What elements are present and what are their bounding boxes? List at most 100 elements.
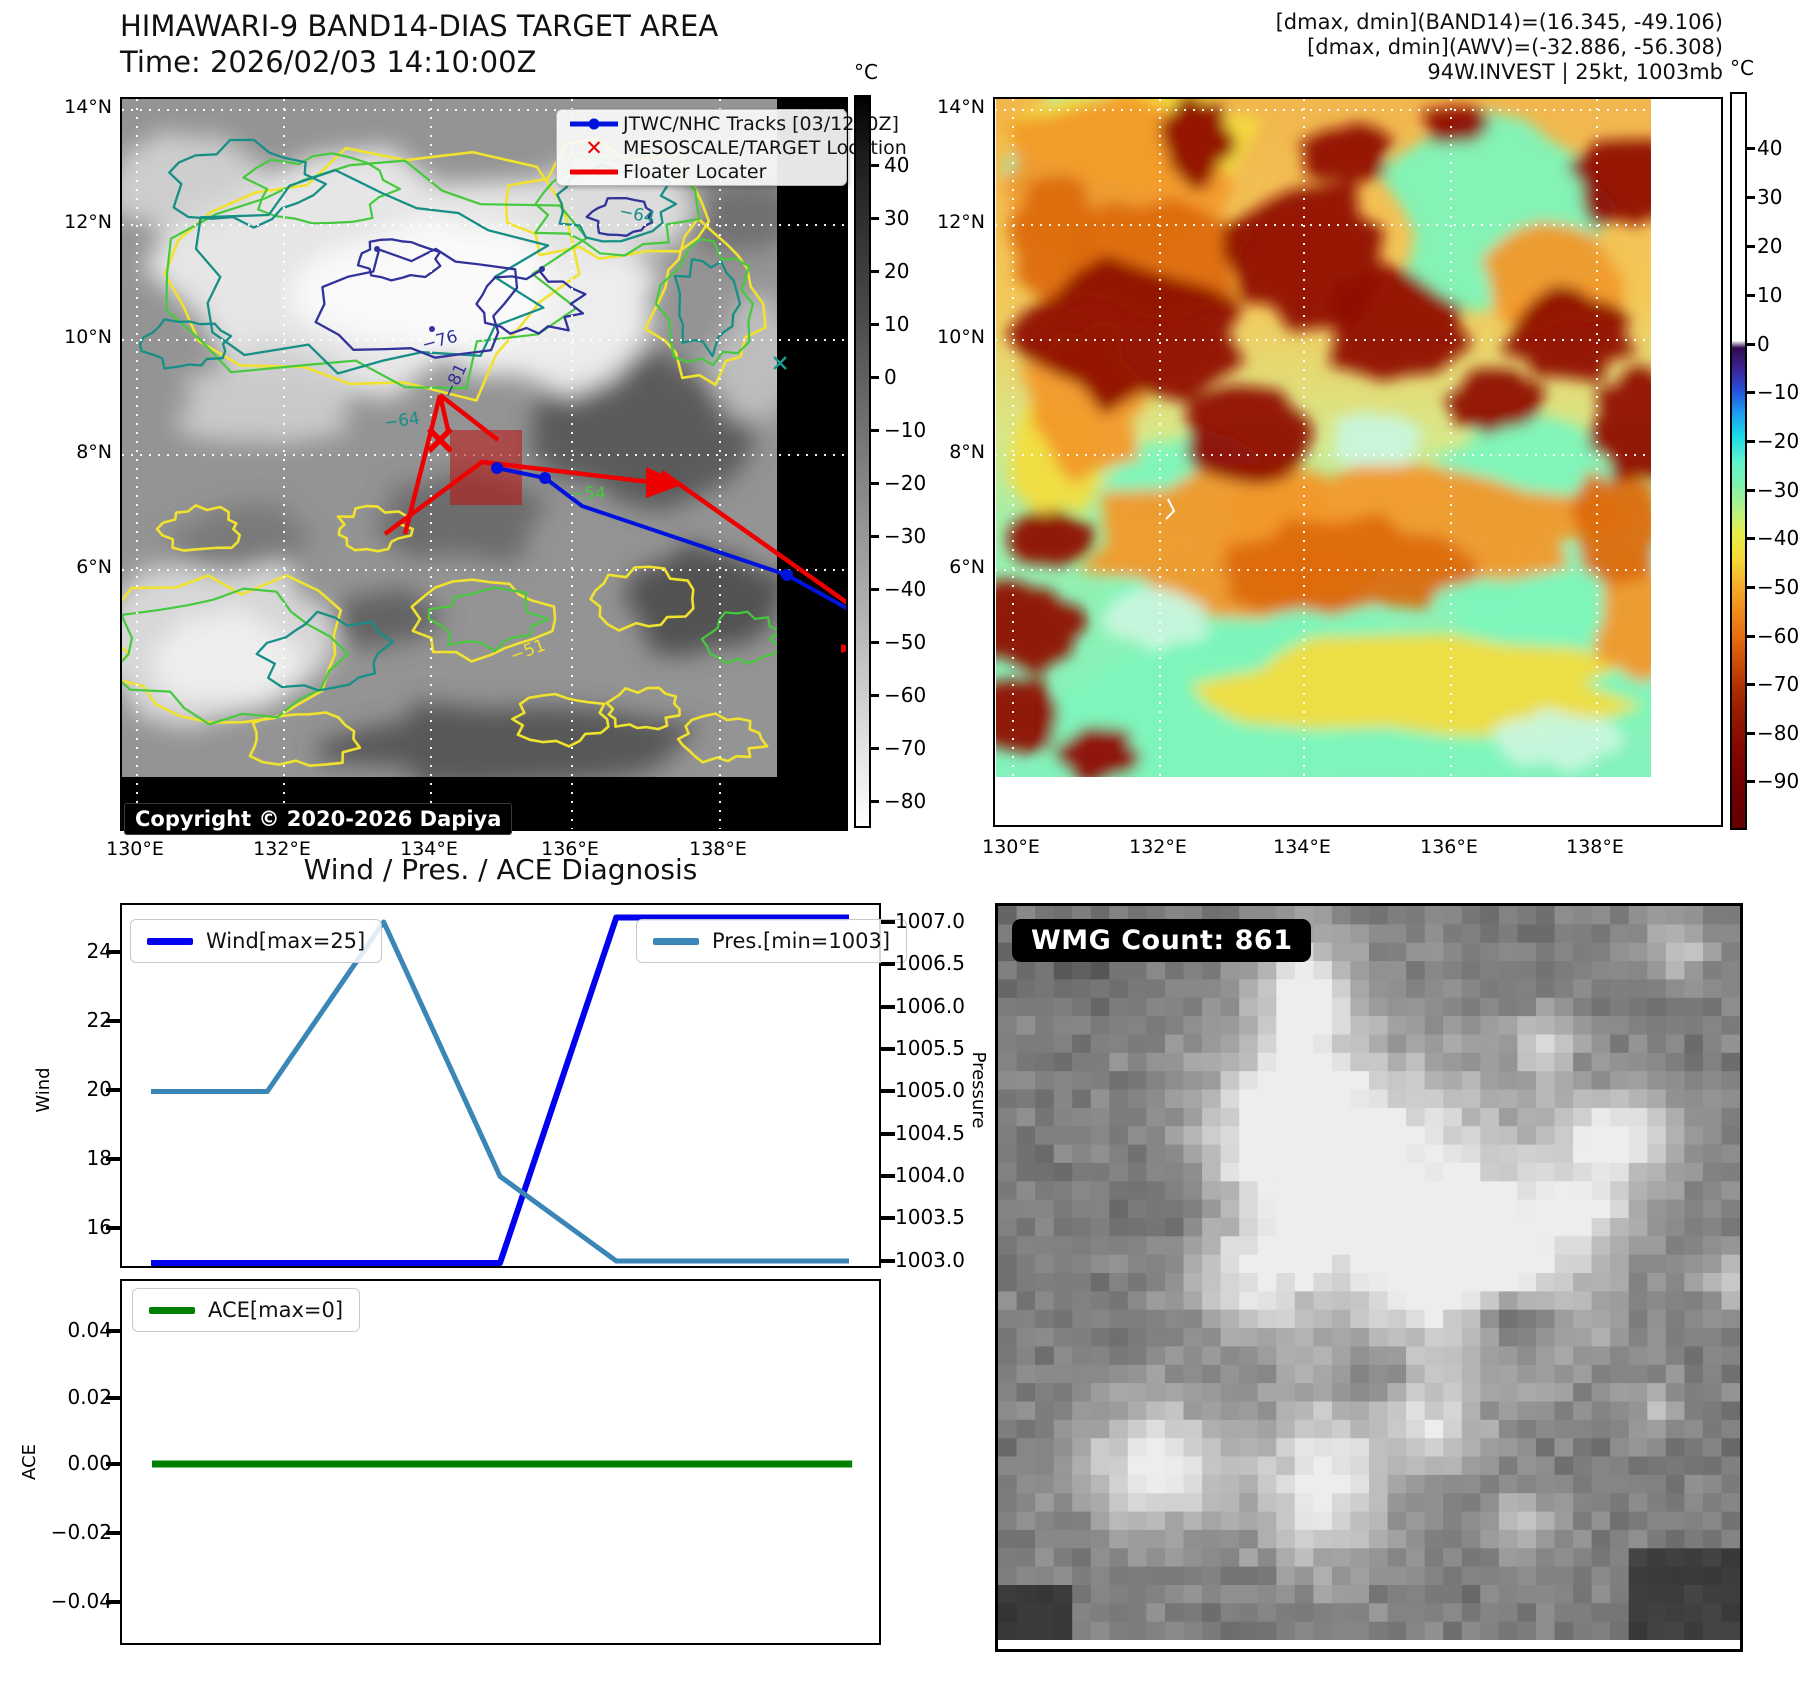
colorbar-tick-label: −50: [884, 630, 927, 654]
colorbar-tick-label: −60: [1757, 624, 1800, 648]
pres-tick-label: 1003.0: [895, 1248, 965, 1272]
track-point: [491, 462, 503, 474]
x-tick-label: 138°E: [1566, 836, 1624, 858]
tick-mark: [1747, 196, 1755, 199]
tick-mark: [871, 535, 879, 538]
tick-mark: [106, 950, 120, 954]
legend-row-target: ✕ MESOSCALE/TARGET Location: [557, 136, 907, 160]
band14-map-panel: −76 −81 −64 −64 −54 −51 JTWC/NHC Tracks …: [120, 97, 907, 835]
y-tick-label: 12°N: [64, 211, 112, 233]
colorbar-tick-label: 30: [1757, 185, 1783, 209]
colorbar-tick-label: −20: [1757, 429, 1800, 453]
awv-satellite-image: [996, 99, 1651, 777]
pres-tick-label: 1004.5: [895, 1121, 965, 1145]
y-tick-label: 8°N: [949, 441, 985, 463]
tick-mark: [1747, 147, 1755, 150]
tick-mark: [871, 270, 879, 273]
colorbar-tick-label: −60: [884, 683, 927, 707]
awv-map-panel: [993, 97, 1723, 827]
x-tick-label: 130°E: [982, 836, 1040, 858]
colorbar-tick-label: 20: [884, 259, 910, 283]
x-tick-label: 132°E: [1129, 836, 1187, 858]
colorbar-tick-label: −40: [884, 577, 927, 601]
wmg-count-badge: WMG Count: 861: [1012, 919, 1312, 962]
floater-line-icon: [565, 165, 623, 179]
y-tick-label: 10°N: [937, 326, 985, 348]
colorbar-tick-label: −30: [1757, 478, 1800, 502]
tick-mark: [871, 800, 879, 803]
colorbar-unit-left: °C: [854, 60, 878, 84]
tick-mark: [871, 323, 879, 326]
colorbar-tick-label: 10: [1757, 283, 1783, 307]
tick-mark: [1747, 537, 1755, 540]
x-tick-label: 134°E: [1273, 836, 1331, 858]
tick-mark: [881, 1259, 895, 1263]
legend-row-floater: Floater Locater: [557, 160, 846, 184]
tick-mark: [871, 376, 879, 379]
tick-mark: [881, 1005, 895, 1009]
x-tick-label: 136°E: [541, 838, 599, 860]
colorbar-tick-label: 40: [884, 153, 910, 177]
wmg-pixel-image: [998, 906, 1740, 1649]
tick-mark: [1747, 780, 1755, 783]
header-dmax-awv: [dmax, dmin](AWV)=(-32.886, -56.308): [1307, 35, 1723, 59]
diagnosis-title: Wind / Pres. / ACE Diagnosis: [303, 853, 698, 886]
mesoscale-x-marker: [427, 427, 453, 453]
y-tick-label: 10°N: [64, 326, 112, 348]
wind-tick-label: 24: [86, 939, 112, 963]
colorbar-tick-label: 20: [1757, 234, 1783, 258]
tick-mark: [871, 482, 879, 485]
colorbar-tick-label: −80: [884, 789, 927, 813]
tick-mark: [106, 1088, 120, 1092]
tick-mark: [871, 747, 879, 750]
ace-tick-label: 0.00: [67, 1451, 112, 1475]
legend-floater-label: Floater Locater: [623, 161, 767, 183]
pres-legend-label: Pres.[min=1003]: [712, 929, 891, 953]
tick-mark: [1747, 586, 1755, 589]
tick-mark: [871, 694, 879, 697]
wind-pres-chart: Wind[max=25] Pres.[min=1003]: [120, 903, 908, 1268]
copyright-badge: Copyright © 2020-2026 Dapiya: [124, 803, 513, 835]
colorbar-tick-label: −20: [884, 471, 927, 495]
teal-x-marker: [773, 356, 787, 370]
floater-arrow-barbs: [437, 393, 500, 442]
track-line-icon: [565, 117, 623, 131]
wind-tick-label: 18: [86, 1146, 112, 1170]
tick-mark: [1747, 294, 1755, 297]
legend-row-track: JTWC/NHC Tracks [03/1200Z]: [557, 112, 899, 136]
wind-tick-label: 16: [86, 1215, 112, 1239]
colorbar-tick-label: 40: [1757, 136, 1783, 160]
ace-legend: ACE[max=0]: [132, 1288, 361, 1332]
pres-line-icon: [653, 937, 699, 945]
legend-track-label: JTWC/NHC Tracks [03/1200Z]: [623, 113, 899, 135]
x-tick-label: 134°E: [400, 838, 458, 860]
pres-tick-label: 1006.5: [895, 951, 965, 975]
pres-tick-label: 1003.5: [895, 1205, 965, 1229]
header-invest: 94W.INVEST | 25kt, 1003mb: [1427, 60, 1723, 84]
legend-target-label: MESOSCALE/TARGET Location: [623, 137, 907, 159]
colorbar-tick-label: −40: [1757, 526, 1800, 550]
wind-tick-label: 20: [86, 1077, 112, 1101]
x-tick-label: 138°E: [689, 838, 747, 860]
colorbar-tick-label: −70: [1757, 672, 1800, 696]
band14-colorbar: [854, 95, 871, 828]
tick-mark: [106, 1396, 120, 1400]
colorbar-tick-label: −70: [884, 736, 927, 760]
right-map-header: [dmax, dmin](BAND14)=(16.345, -49.106) […: [1276, 10, 1723, 85]
track-point: [781, 569, 793, 581]
tick-mark: [881, 1216, 895, 1220]
tick-mark: [106, 1226, 120, 1230]
y-tick-label: 14°N: [64, 96, 112, 118]
colorbar-tick-label: 0: [1757, 332, 1770, 356]
tick-mark: [106, 1531, 120, 1535]
wind-tick-label: 22: [86, 1008, 112, 1032]
floater-tick: [841, 644, 846, 653]
tick-mark: [106, 1462, 120, 1466]
tick-mark: [881, 1089, 895, 1093]
jtwc-track-line: [496, 466, 846, 611]
floater-line: [402, 394, 443, 535]
colorbar-tick-label: −10: [884, 418, 927, 442]
tick-mark: [106, 1329, 120, 1333]
tick-mark: [1747, 391, 1755, 394]
